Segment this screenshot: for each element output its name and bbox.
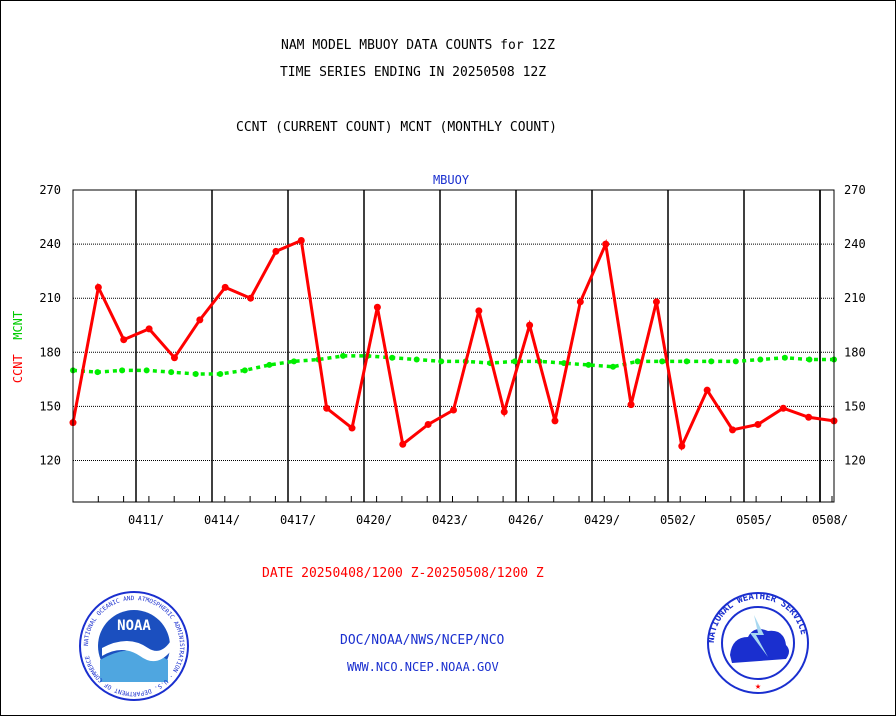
x-tick-labels: 0411/0414/0417/0420/0423/0426/0429/0502/… <box>128 513 848 527</box>
ccnt-point <box>526 321 534 329</box>
x-tick-label: 0414/ <box>204 513 240 527</box>
series-ccnt <box>69 236 838 452</box>
ccnt-point <box>323 404 331 412</box>
y-tick-label-right: 270 <box>844 183 866 197</box>
noaa-logo-text: NOAA <box>117 618 151 634</box>
ccnt-point <box>424 420 432 428</box>
ccnt-point <box>551 417 559 425</box>
mcnt-point <box>634 358 641 365</box>
mcnt-point <box>290 358 297 365</box>
ccnt-point <box>576 298 584 306</box>
mcnt-point <box>806 356 813 363</box>
mcnt-point <box>683 358 690 365</box>
mcnt-point <box>511 358 518 365</box>
ccnt-point <box>196 316 204 324</box>
mcnt-point <box>217 370 224 377</box>
ccnt-point <box>373 303 381 311</box>
ccnt-line <box>71 238 835 452</box>
ccnt-point <box>170 354 178 362</box>
y-tick-label-right: 180 <box>844 345 866 359</box>
ccnt-point <box>779 404 787 412</box>
mcnt-point <box>143 367 150 374</box>
ccnt-point <box>627 401 635 409</box>
mcnt-line <box>72 354 834 376</box>
x-tick-label: 0429/ <box>584 513 620 527</box>
series-mcnt <box>70 352 837 377</box>
y-tick-label-left: 210 <box>39 291 61 305</box>
mcnt-point <box>585 361 592 368</box>
mcnt-point <box>119 367 126 374</box>
y-tick-label-left: 270 <box>39 183 61 197</box>
y-tick-label-left: 180 <box>39 345 61 359</box>
credit-org: DOC/NOAA/NWS/NCEP/NCO <box>340 633 505 648</box>
ccnt-point <box>120 336 128 344</box>
legend-description: CCNT (CURRENT COUNT) MCNT (MONTHLY COUNT… <box>236 120 557 135</box>
ccnt-point <box>145 325 153 333</box>
nws-star-icon: ★ <box>755 681 761 692</box>
plot-border <box>72 189 835 503</box>
date-range-label: DATE 20250408/1200 Z-20250508/1200 Z <box>262 566 544 581</box>
noaa-logo-icon: NOAA NATIONAL OCEANIC AND ATMOSPHERIC AD… <box>79 591 189 701</box>
mcnt-point <box>610 363 617 370</box>
y-tick-label-right: 210 <box>844 291 866 305</box>
mcnt-point <box>241 367 248 374</box>
mcnt-point <box>413 356 420 363</box>
y-tick-label-right: 240 <box>844 237 866 251</box>
ccnt-point <box>703 386 711 394</box>
mcnt-point <box>781 354 788 361</box>
ccnt-point <box>221 283 229 291</box>
credit-url[interactable]: WWW.NCO.NCEP.NOAA.GOV <box>347 660 499 674</box>
x-tick-label: 0423/ <box>432 513 468 527</box>
mcnt-point <box>94 369 101 376</box>
y-tick-label-right: 150 <box>844 399 866 413</box>
ccnt-point <box>297 236 305 244</box>
mcnt-point <box>192 370 199 377</box>
grid <box>72 190 834 502</box>
ccnt-point <box>247 294 255 302</box>
ccnt-point <box>94 283 102 291</box>
x-tick-label: 0417/ <box>280 513 316 527</box>
ccnt-point <box>754 420 762 428</box>
x-tick-label: 0505/ <box>736 513 772 527</box>
mcnt-point <box>266 361 273 368</box>
x-tick-label: 0502/ <box>660 513 696 527</box>
chart-subtitle: TIME SERIES ENDING IN 20250508 12Z <box>279 65 547 80</box>
x-tick-label: 0420/ <box>356 513 392 527</box>
mcnt-point <box>732 358 739 365</box>
y-tick-label-right: 120 <box>844 454 866 468</box>
ccnt-point <box>602 240 610 248</box>
chart-title: NAM MODEL MBUOY DATA COUNTS for 12Z <box>281 38 555 53</box>
y-tick-label-left: 150 <box>39 399 61 413</box>
ccnt-point <box>399 440 407 448</box>
mcnt-point <box>708 358 715 365</box>
mcnt-point <box>438 358 445 365</box>
y-tick-labels: 120 120 150 150 180 180 210 210 240 240 270 270 <box>39 183 865 468</box>
ccnt-point <box>652 298 660 306</box>
ccnt-point <box>450 406 457 414</box>
ccnt-point <box>805 413 813 421</box>
mcnt-point <box>168 369 175 376</box>
x-tick-label: 0508/ <box>812 513 848 527</box>
mcnt-point <box>659 358 666 365</box>
y-tick-label-left: 120 <box>39 454 61 468</box>
series-name: MBUOY <box>432 173 470 187</box>
ccnt-point <box>729 426 737 434</box>
mcnt-point <box>757 356 764 363</box>
ccnt-point <box>475 307 483 315</box>
y-tick-label-left: 240 <box>39 237 61 251</box>
ccnt-point <box>272 247 280 255</box>
x-tick-label: 0426/ <box>508 513 544 527</box>
mcnt-point <box>340 352 347 359</box>
nws-logo-icon: NATIONAL WEATHER SERVICE ★ <box>707 592 809 694</box>
ccnt-point <box>678 442 686 450</box>
x-tick-label: 0411/ <box>128 513 164 527</box>
ccnt-point <box>348 424 356 432</box>
mcnt-point <box>389 354 396 361</box>
ccnt-point <box>500 408 508 416</box>
